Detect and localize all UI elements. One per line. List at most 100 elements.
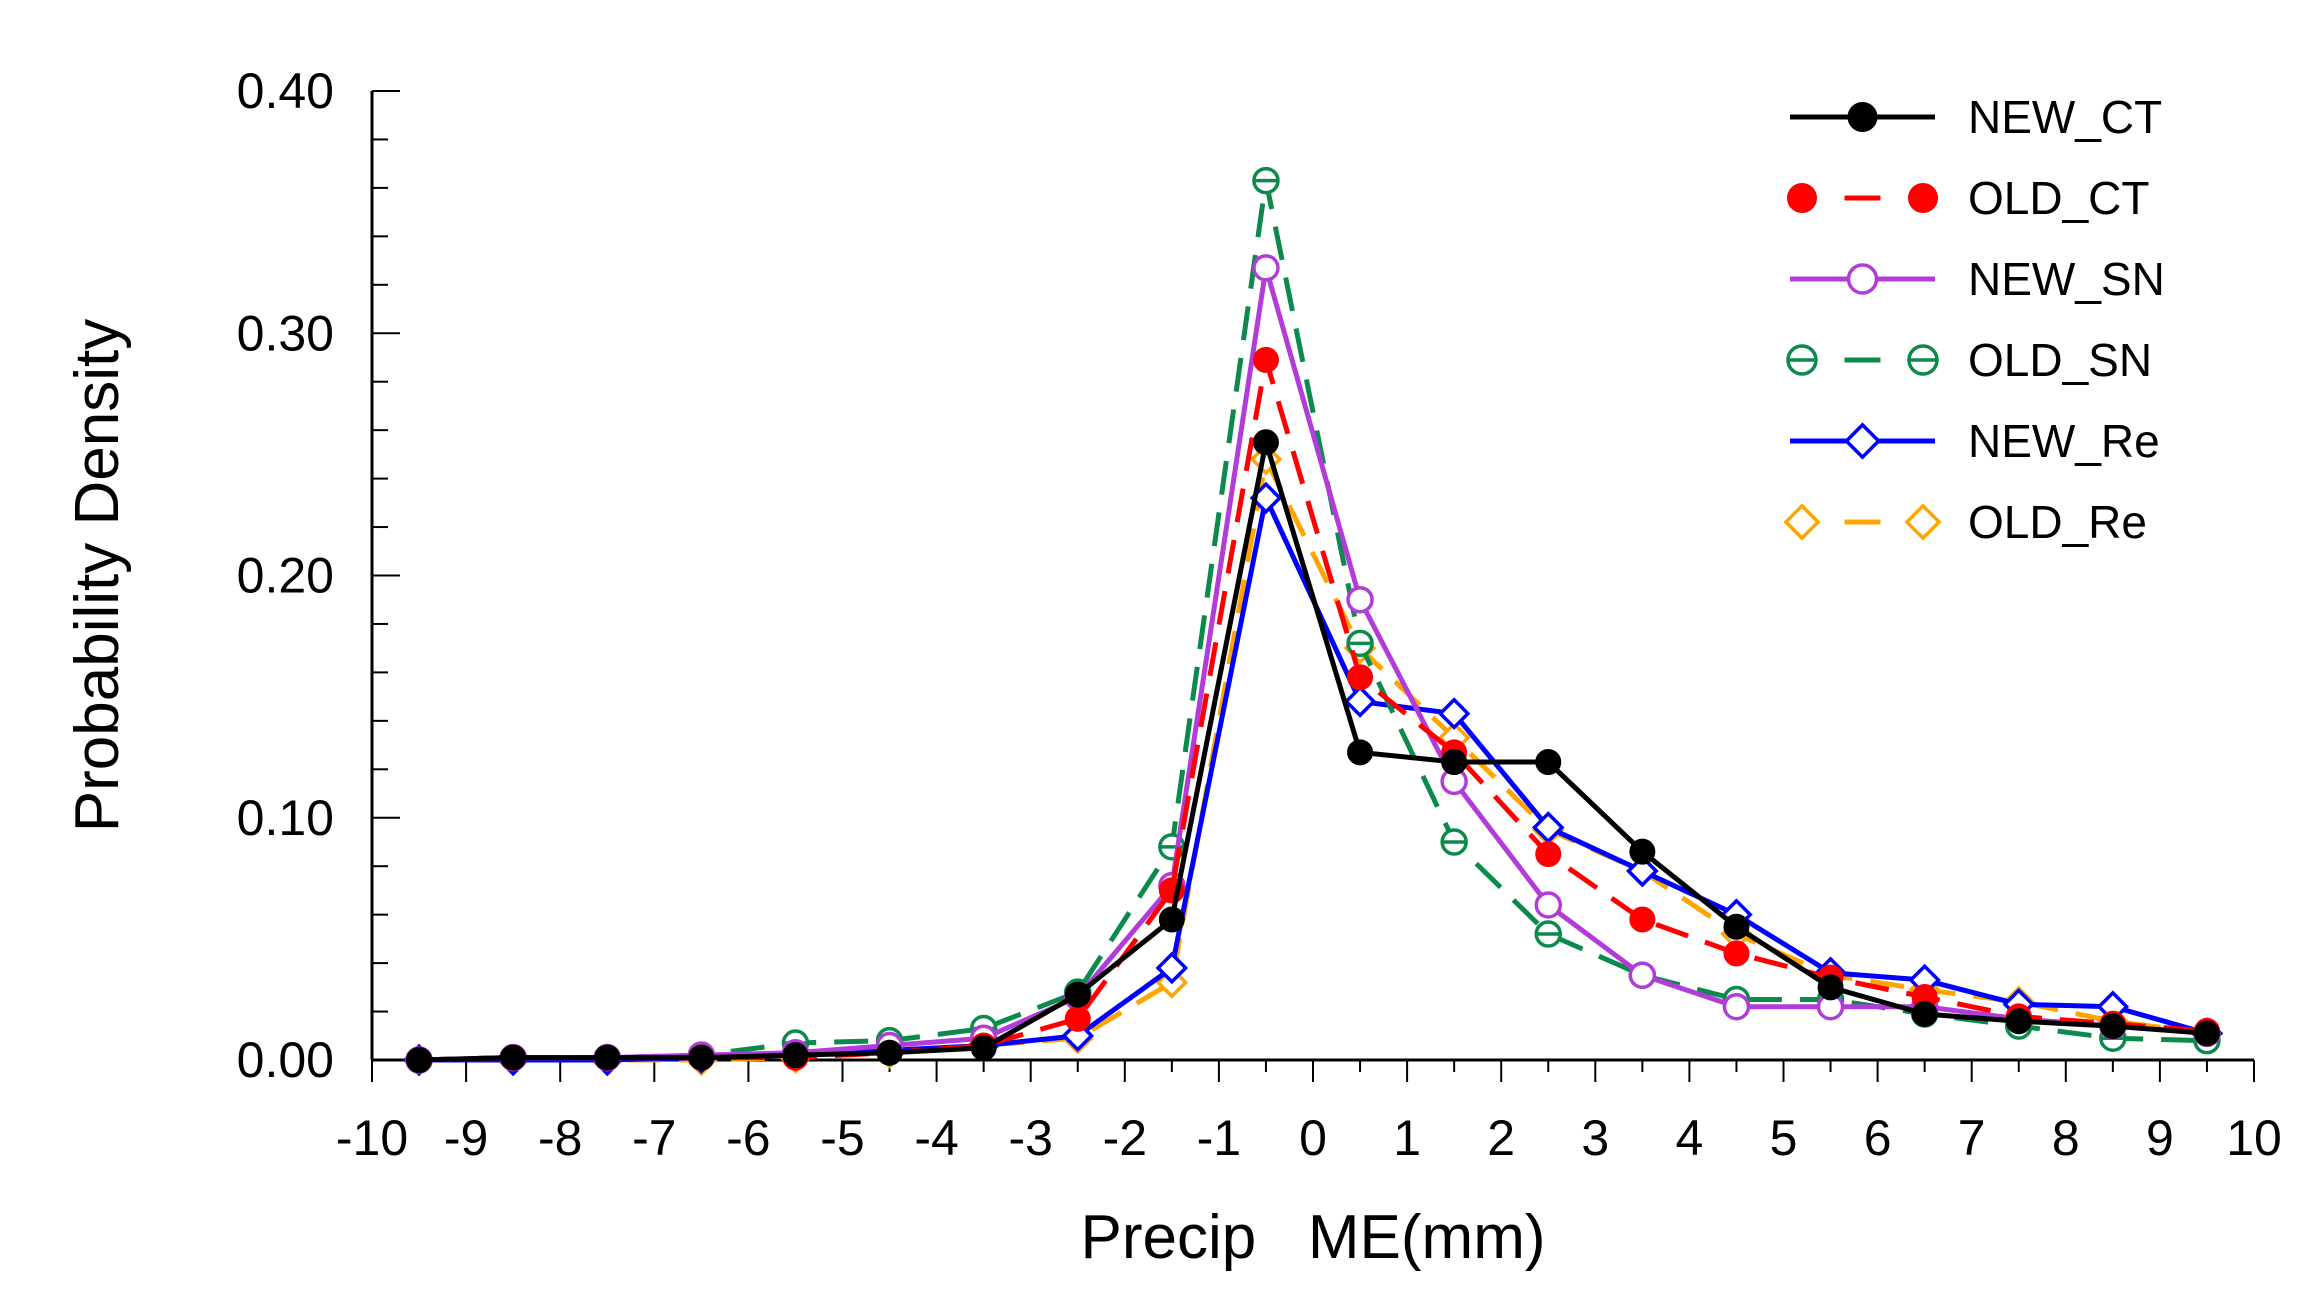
- data-point: [1252, 429, 1279, 456]
- legend-label: OLD_CT: [1968, 172, 2149, 224]
- x-tick-label: -6: [726, 1110, 770, 1166]
- data-point: [1629, 838, 1656, 865]
- x-tick-label: 9: [2146, 1110, 2174, 1166]
- legend-label: NEW_SN: [1968, 253, 2165, 305]
- x-tick-label: 10: [2226, 1110, 2282, 1166]
- legend-marker: [1907, 344, 1939, 376]
- y-tick-label: 0.10: [237, 790, 334, 846]
- data-point: [1911, 1000, 1938, 1027]
- x-axis-title: Precip ME(mm): [1081, 1203, 1546, 1272]
- series-line: [419, 495, 2208, 1063]
- series-old-re: [402, 442, 2224, 1077]
- legend-label: NEW_CT: [1968, 91, 2162, 143]
- data-point: [1723, 913, 1750, 940]
- legend-label: OLD_SN: [1968, 334, 2152, 386]
- data-point: [1626, 854, 1659, 888]
- data-point: [1252, 346, 1279, 373]
- x-tick-label: 3: [1581, 1110, 1609, 1166]
- x-tick-label: -8: [538, 1110, 582, 1166]
- data-point: [1158, 906, 1185, 933]
- legend-item-old-sn: OLD_SN: [1786, 334, 2152, 386]
- data-point: [1437, 697, 1471, 730]
- legend-marker: [1846, 263, 1879, 295]
- data-point: [970, 1034, 997, 1061]
- legend-marker: [1904, 503, 1942, 541]
- legend-item-new-re: NEW_Re: [1790, 415, 2160, 467]
- series-new-ct: [406, 429, 2220, 1073]
- data-point: [1064, 1005, 1091, 1032]
- series-line: [418, 439, 2208, 1063]
- x-tick-label: 6: [1864, 1110, 1892, 1166]
- data-point: [1252, 254, 1280, 282]
- legend-item-new-ct: NEW_CT: [1790, 91, 2162, 143]
- data-point: [1534, 891, 1562, 919]
- x-tick-label: -7: [632, 1110, 676, 1166]
- legend-label: NEW_Re: [1968, 415, 2160, 467]
- legend-marker: [1787, 183, 1817, 213]
- x-tick-label: 5: [1770, 1110, 1798, 1166]
- data-point: [1628, 961, 1657, 989]
- data-point: [1155, 951, 1189, 985]
- x-tick-label: -1: [1197, 1110, 1241, 1166]
- data-point: [2099, 1013, 2126, 1040]
- data-point: [1347, 664, 1374, 691]
- x-tick-label: -4: [914, 1110, 958, 1166]
- data-point: [406, 1047, 433, 1073]
- data-point: [1722, 992, 1751, 1021]
- data-point: [594, 1044, 621, 1071]
- x-tick-label: -5: [820, 1110, 864, 1166]
- data-point: [782, 1042, 809, 1069]
- legend-label: OLD_Re: [1968, 496, 2147, 548]
- data-point: [2193, 1020, 2220, 1047]
- data-point: [1343, 685, 1377, 718]
- series-new-re: [402, 481, 2224, 1077]
- data-point: [1441, 749, 1468, 776]
- x-tick-label: 7: [1958, 1110, 1986, 1166]
- data-point: [1629, 906, 1656, 933]
- legend-marker: [1786, 344, 1818, 376]
- x-tick-label: 4: [1675, 1110, 1703, 1166]
- data-point: [1817, 974, 1844, 1001]
- data-point: [500, 1044, 527, 1071]
- series-old-sn: [405, 166, 2221, 1074]
- legend-marker: [1783, 503, 1821, 541]
- legend-marker: [1847, 102, 1878, 132]
- data-point: [1723, 940, 1750, 967]
- x-tick-label: 1: [1393, 1110, 1421, 1166]
- data-point: [876, 1039, 903, 1066]
- data-point: [1535, 749, 1562, 776]
- y-axis-title: Probability Density: [63, 319, 132, 832]
- y-tick-label: 0.20: [237, 548, 334, 604]
- data-point: [2005, 1008, 2032, 1035]
- legend-item-old-re: OLD_Re: [1783, 496, 2147, 548]
- x-tick-label: 2: [1487, 1110, 1515, 1166]
- data-point: [1347, 739, 1374, 766]
- series-old-ct: [406, 346, 2220, 1073]
- legend-marker: [1843, 422, 1882, 460]
- y-tick-label: 0.00: [237, 1032, 334, 1088]
- x-tick-label: 0: [1299, 1110, 1327, 1166]
- series-layer: [402, 166, 2224, 1077]
- legend-item-old-ct: OLD_CT: [1787, 172, 2149, 224]
- data-point: [1346, 629, 1374, 658]
- data-point: [1535, 841, 1562, 868]
- data-point: [1534, 920, 1562, 948]
- data-point: [1064, 981, 1091, 1008]
- x-tick-label: -9: [444, 1110, 488, 1166]
- legend-item-new-sn: NEW_SN: [1790, 253, 2165, 305]
- y-tick-label: 0.30: [237, 305, 334, 361]
- legend-marker: [1908, 183, 1938, 213]
- x-tick-label: -2: [1103, 1110, 1147, 1166]
- series-line: [418, 178, 2208, 1063]
- x-tick-label: -3: [1008, 1110, 1052, 1166]
- series-line: [419, 456, 2208, 1063]
- data-point: [1440, 828, 1468, 856]
- x-tick-label: 8: [2052, 1110, 2080, 1166]
- legend: NEW_CT OLD_CT NEW_SN OLD_SN NEW_Re OLD_Re: [1783, 91, 2165, 548]
- data-point: [1252, 166, 1280, 195]
- data-point: [1346, 585, 1374, 614]
- series-line: [418, 265, 2208, 1063]
- axes: -10 -9 -8 -7 -6 -5 -4 -3 -2 -1 0 1 2 3 4 5 6 7 8 9 100.000.1…: [237, 63, 2282, 1166]
- series-line: [418, 357, 2208, 1063]
